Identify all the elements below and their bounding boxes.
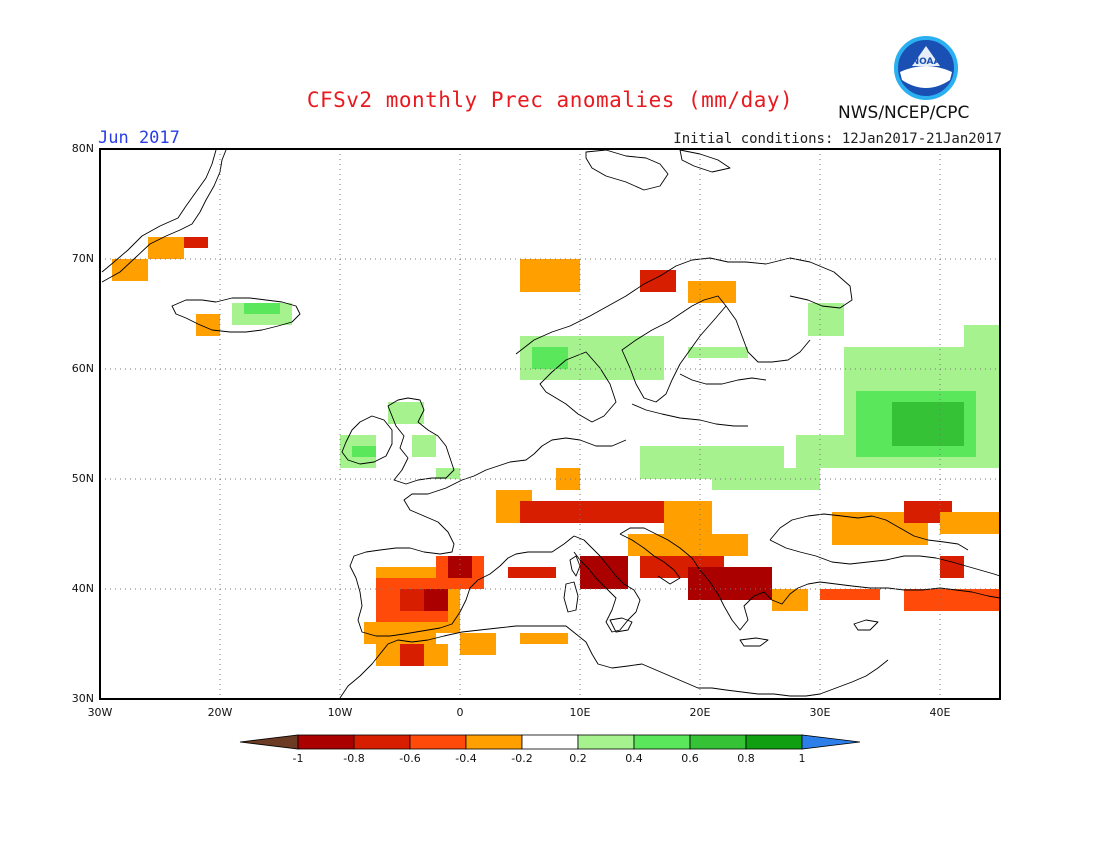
colorbar-label: 0.6 bbox=[681, 752, 699, 765]
map-title: CFSv2 monthly Prec anomalies (mm/day) bbox=[306, 88, 794, 112]
anomaly-cell-24 bbox=[964, 325, 1000, 369]
lon-label: 10E bbox=[569, 706, 591, 719]
anomaly-cell-7 bbox=[352, 446, 376, 457]
colorbar-label: -0.8 bbox=[343, 752, 365, 765]
coast-ireland bbox=[341, 415, 393, 465]
lat-label: 70N bbox=[71, 252, 94, 265]
anomaly-cell-8 bbox=[388, 402, 424, 424]
anomaly-cell-33 bbox=[688, 567, 772, 600]
anomaly-cell-52 bbox=[520, 633, 568, 644]
anomaly-cell-15 bbox=[532, 347, 568, 369]
coast-britain bbox=[387, 397, 455, 485]
anomaly-cell-16 bbox=[688, 347, 748, 358]
valid-month: Jun 2017 bbox=[98, 128, 180, 148]
coast-balkans bbox=[619, 527, 1001, 631]
lat-label: 40N bbox=[71, 582, 94, 595]
colorbar bbox=[239, 734, 861, 750]
lon-label: 20E bbox=[689, 706, 711, 719]
map-frame bbox=[99, 148, 1001, 700]
colorbar-label: 1 bbox=[798, 752, 806, 765]
colorbar-label: -0.4 bbox=[455, 752, 477, 765]
anomaly-cell-11 bbox=[520, 259, 580, 292]
anomaly-cell-12 bbox=[640, 270, 676, 292]
colorbar-label: 0.4 bbox=[625, 752, 643, 765]
anomaly-cell-13 bbox=[688, 281, 736, 303]
lon-label: 20W bbox=[207, 706, 233, 719]
colorbar-swatch bbox=[353, 734, 411, 750]
lon-label: 30E bbox=[809, 706, 831, 719]
anomaly-cell-34 bbox=[772, 589, 808, 611]
colorbar-swatch bbox=[521, 734, 579, 750]
lat-label: 30N bbox=[71, 692, 94, 705]
anomaly-cell-40 bbox=[904, 589, 1000, 611]
anomaly-cell-41 bbox=[940, 556, 964, 578]
anomaly-cell-51 bbox=[460, 633, 496, 655]
noaa-logo: NOAA bbox=[894, 36, 958, 104]
coast-finland bbox=[631, 305, 811, 427]
colorbar-swatch bbox=[577, 734, 635, 750]
colorbar-label: 0.8 bbox=[737, 752, 755, 765]
coast-continent bbox=[349, 437, 627, 637]
lat-label: 80N bbox=[71, 142, 94, 155]
logo-text: NOAA bbox=[912, 57, 941, 67]
lon-label: 10W bbox=[327, 706, 353, 719]
anomaly-cell-23 bbox=[892, 402, 964, 446]
lat-label: 50N bbox=[71, 472, 94, 485]
anomaly-cell-1 bbox=[148, 237, 184, 259]
anomaly-cell-17 bbox=[808, 303, 844, 336]
coast-iceland bbox=[171, 297, 301, 333]
coast-islands bbox=[563, 555, 879, 647]
coastlines bbox=[101, 149, 1001, 699]
anomaly-cell-35 bbox=[664, 534, 748, 556]
colorbar-arrow-low bbox=[239, 734, 299, 750]
colorbar-swatch bbox=[465, 734, 523, 750]
anomaly-cell-28 bbox=[664, 501, 712, 534]
noaa-logo-icon: NOAA bbox=[894, 36, 958, 100]
anomaly-cell-30 bbox=[508, 567, 556, 578]
lon-label: 30W bbox=[87, 706, 113, 719]
anomaly-cell-25 bbox=[556, 468, 580, 490]
lon-label: 40E bbox=[929, 706, 951, 719]
anomaly-cell-50 bbox=[400, 644, 424, 666]
coast-greenland bbox=[101, 149, 227, 283]
anomaly-cell-0 bbox=[112, 259, 148, 281]
anomaly-cell-45 bbox=[424, 589, 448, 611]
anomaly-cell-48 bbox=[364, 622, 436, 644]
colorbar-label: -0.6 bbox=[399, 752, 421, 765]
initial-conditions: Initial conditions: 12Jan2017-21Jan2017 bbox=[673, 131, 1002, 147]
anomaly-cells bbox=[112, 237, 1000, 666]
lat-label: 60N bbox=[71, 362, 94, 375]
agency-label: NWS/NCEP/CPC bbox=[838, 103, 970, 123]
anomaly-cell-2 bbox=[184, 237, 208, 248]
anomaly-cell-39 bbox=[820, 589, 880, 600]
coast-scandinavia bbox=[515, 257, 853, 423]
coast-black-sea bbox=[769, 513, 969, 551]
colorbar-swatch bbox=[745, 734, 803, 750]
coast-svalbard bbox=[585, 149, 731, 191]
colorbar-label: -1 bbox=[292, 752, 304, 765]
anomaly-cell-47 bbox=[448, 556, 472, 578]
graticule bbox=[100, 149, 1000, 699]
colorbar-swatch bbox=[297, 734, 355, 750]
lon-label: 0 bbox=[456, 706, 464, 719]
colorbar-arrow-high bbox=[801, 734, 861, 750]
anomaly-cell-29 bbox=[628, 534, 664, 556]
colorbar-swatch bbox=[689, 734, 747, 750]
anomaly-cell-27 bbox=[520, 501, 664, 523]
colorbar-swatch bbox=[633, 734, 691, 750]
anomaly-cell-10 bbox=[436, 468, 460, 479]
colorbar-label: -0.2 bbox=[511, 752, 533, 765]
anomaly-cell-5 bbox=[244, 303, 280, 314]
coast-africa bbox=[339, 625, 889, 699]
colorbar-label: 0.2 bbox=[569, 752, 587, 765]
anomaly-cell-9 bbox=[412, 435, 436, 457]
anomaly-cell-38 bbox=[940, 512, 1000, 534]
colorbar-swatch bbox=[409, 734, 467, 750]
